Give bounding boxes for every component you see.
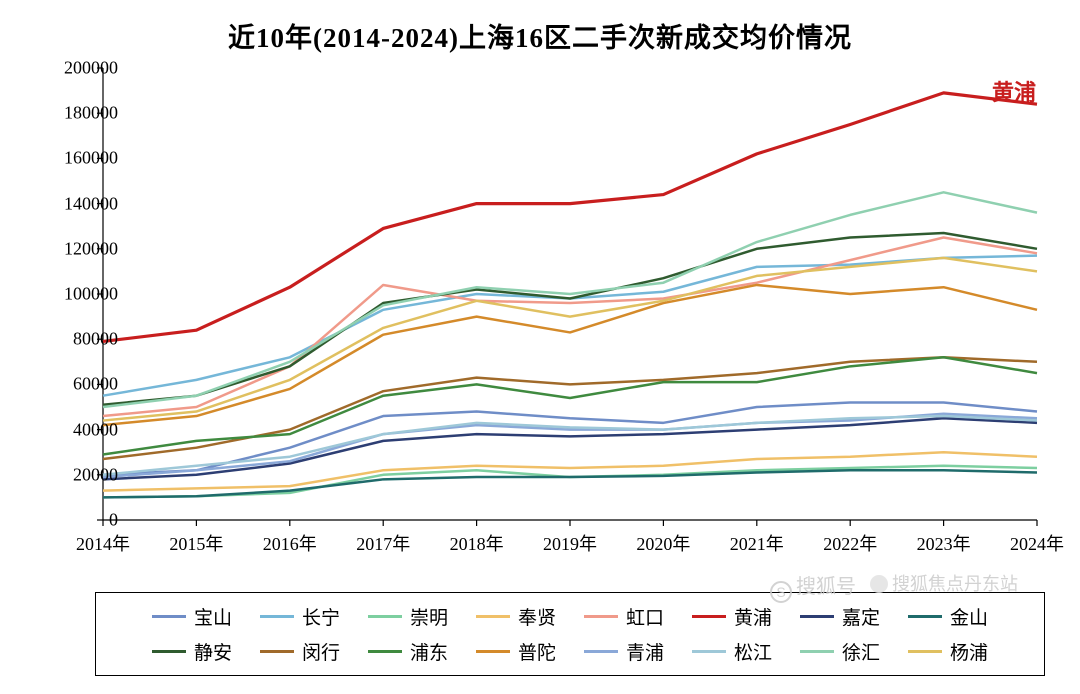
x-tick-label: 2018年 xyxy=(450,530,504,556)
legend-swatch xyxy=(152,615,186,618)
legend-item: 黄浦 xyxy=(692,603,772,630)
legend-label: 金山 xyxy=(950,603,988,630)
legend-item: 长宁 xyxy=(260,603,340,630)
legend-swatch xyxy=(692,615,726,618)
x-tick-label: 2023年 xyxy=(917,530,971,556)
chart-title: 近10年(2014-2024)上海16区二手次新成交均价情况 xyxy=(0,0,1080,55)
x-tick-label: 2021年 xyxy=(730,530,784,556)
chart-svg xyxy=(95,60,1045,550)
legend-swatch xyxy=(584,650,618,653)
legend-label: 徐汇 xyxy=(842,638,880,665)
legend-label: 宝山 xyxy=(194,603,232,630)
y-tick-label: 0 xyxy=(109,510,118,531)
y-tick-label: 180000 xyxy=(64,103,118,124)
legend-item: 虹口 xyxy=(584,603,664,630)
legend-label: 长宁 xyxy=(302,603,340,630)
legend-item: 奉贤 xyxy=(476,603,556,630)
legend-item: 普陀 xyxy=(476,638,556,665)
x-tick-label: 2014年 xyxy=(76,530,130,556)
legend-swatch xyxy=(584,615,618,618)
y-tick-label: 100000 xyxy=(64,284,118,305)
series-annotation: 黄浦 xyxy=(992,75,1036,107)
legend-swatch xyxy=(260,650,294,653)
legend-swatch xyxy=(908,650,942,653)
legend-label: 静安 xyxy=(194,638,232,665)
legend-item: 杨浦 xyxy=(908,638,988,665)
legend-label: 奉贤 xyxy=(518,603,556,630)
y-tick-label: 160000 xyxy=(64,148,118,169)
legend-swatch xyxy=(800,615,834,618)
legend-label: 浦东 xyxy=(410,638,448,665)
legend-item: 松江 xyxy=(692,638,772,665)
series-line-虹口 xyxy=(103,238,1037,417)
legend-item: 崇明 xyxy=(368,603,448,630)
y-tick-label: 120000 xyxy=(64,238,118,259)
series-line-闵行 xyxy=(103,357,1037,459)
legend-item: 嘉定 xyxy=(800,603,880,630)
legend-label: 杨浦 xyxy=(950,638,988,665)
legend-label: 普陀 xyxy=(518,638,556,665)
legend-item: 浦东 xyxy=(368,638,448,665)
chart-legend: 宝山 长宁 崇明 奉贤 虹口 黄浦 嘉定 金山静安 闵行 浦东 普陀 青浦 松江 徐汇 杨浦 xyxy=(95,592,1045,676)
legend-swatch xyxy=(368,650,402,653)
series-line-普陀 xyxy=(103,285,1037,425)
x-tick-label: 2015年 xyxy=(169,530,223,556)
legend-label: 黄浦 xyxy=(734,603,772,630)
legend-label: 崇明 xyxy=(410,603,448,630)
x-tick-label: 2024年 xyxy=(1010,530,1064,556)
y-tick-label: 80000 xyxy=(73,329,118,350)
x-tick-label: 2019年 xyxy=(543,530,597,556)
x-tick-label: 2017年 xyxy=(356,530,410,556)
chart-plot-area: 黄浦 xyxy=(95,60,1045,550)
legend-swatch xyxy=(476,650,510,653)
series-line-金山 xyxy=(103,470,1037,497)
y-tick-label: 20000 xyxy=(73,464,118,485)
legend-item: 金山 xyxy=(908,603,988,630)
legend-swatch xyxy=(152,650,186,653)
legend-item: 青浦 xyxy=(584,638,664,665)
legend-item: 宝山 xyxy=(152,603,232,630)
legend-item: 徐汇 xyxy=(800,638,880,665)
legend-label: 闵行 xyxy=(302,638,340,665)
legend-label: 嘉定 xyxy=(842,603,880,630)
y-tick-label: 60000 xyxy=(73,374,118,395)
series-line-长宁 xyxy=(103,256,1037,396)
legend-label: 虹口 xyxy=(626,603,664,630)
legend-item: 闵行 xyxy=(260,638,340,665)
y-tick-label: 140000 xyxy=(64,193,118,214)
x-tick-label: 2016年 xyxy=(263,530,317,556)
legend-swatch xyxy=(692,650,726,653)
legend-swatch xyxy=(368,615,402,618)
legend-swatch xyxy=(476,615,510,618)
y-tick-label: 200000 xyxy=(64,58,118,79)
series-line-杨浦 xyxy=(103,258,1037,421)
x-tick-label: 2020年 xyxy=(636,530,690,556)
legend-swatch xyxy=(908,615,942,618)
legend-item: 静安 xyxy=(152,638,232,665)
x-tick-label: 2022年 xyxy=(823,530,877,556)
legend-swatch xyxy=(260,615,294,618)
y-tick-label: 40000 xyxy=(73,419,118,440)
legend-label: 松江 xyxy=(734,638,772,665)
legend-swatch xyxy=(800,650,834,653)
legend-label: 青浦 xyxy=(626,638,664,665)
